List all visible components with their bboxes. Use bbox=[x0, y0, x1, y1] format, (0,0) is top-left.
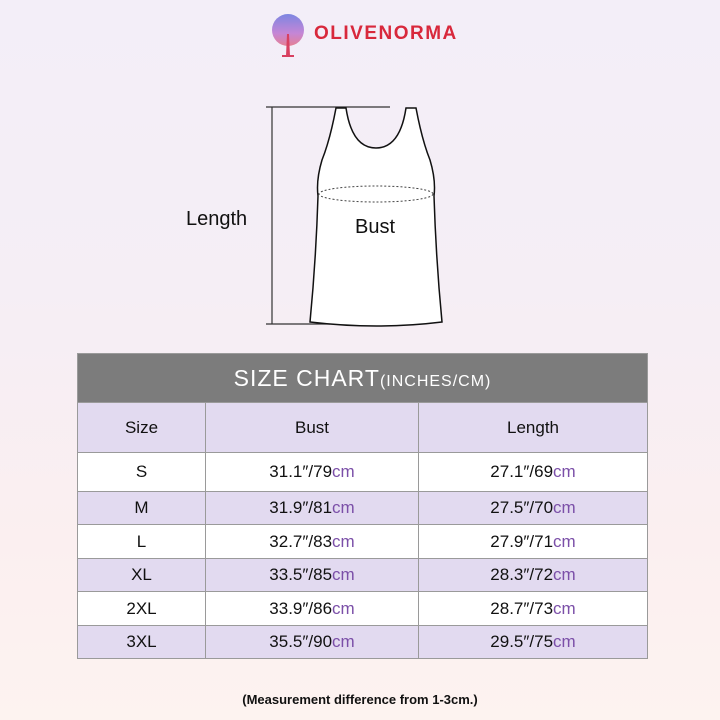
length-cell: 28.7″/73cm bbox=[418, 591, 648, 626]
bust-cell: 33.5″/85cm bbox=[205, 558, 419, 592]
table-row: L 32.7″/83cm 27.9″/71cm bbox=[77, 524, 648, 559]
size-cell: XL bbox=[77, 558, 206, 592]
size-chart-title: SIZE CHART(INCHES/CM) bbox=[77, 353, 648, 403]
brand-logo: OLIVENORMA bbox=[268, 10, 458, 58]
length-cell: 27.1″/69cm bbox=[418, 452, 648, 492]
header-bust: Bust bbox=[205, 402, 419, 453]
table-row: XL 33.5″/85cm 28.3″/72cm bbox=[77, 558, 648, 592]
size-cell: S bbox=[77, 452, 206, 492]
table-row: S 31.1″/79cm 27.1″/69cm bbox=[77, 452, 648, 492]
table-row: M 31.9″/81cm 27.5″/70cm bbox=[77, 491, 648, 525]
brand-name: OLIVENORMA bbox=[314, 23, 458, 44]
bust-cell: 31.1″/79cm bbox=[205, 452, 419, 492]
size-chart-table: SIZE CHART(INCHES/CM) Size Bust Length S 3… bbox=[77, 353, 648, 659]
size-cell: 2XL bbox=[77, 591, 206, 626]
measurement-note: (Measurement difference from 1-3cm.) bbox=[242, 692, 478, 707]
length-measure-line bbox=[266, 106, 390, 325]
length-cell: 28.3″/72cm bbox=[418, 558, 648, 592]
length-cell: 27.9″/71cm bbox=[418, 524, 648, 559]
bust-cell: 31.9″/81cm bbox=[205, 491, 419, 525]
size-cell: M bbox=[77, 491, 206, 525]
size-cell: L bbox=[77, 524, 206, 559]
bust-cell: 33.9″/86cm bbox=[205, 591, 419, 626]
bust-measure-line bbox=[318, 185, 434, 203]
table-row: 3XL 35.5″/90cm 29.5″/75cm bbox=[77, 625, 648, 659]
length-label: Length bbox=[186, 208, 248, 230]
tree-logo-icon bbox=[272, 14, 304, 57]
header-size: Size bbox=[77, 402, 206, 453]
header-length: Length bbox=[418, 402, 648, 453]
bust-cell: 35.5″/90cm bbox=[205, 625, 419, 659]
length-cell: 27.5″/70cm bbox=[418, 491, 648, 525]
size-cell: 3XL bbox=[77, 625, 206, 659]
bust-label: Bust bbox=[355, 216, 396, 238]
tank-top-outline bbox=[309, 107, 443, 327]
tank-top-diagram bbox=[266, 106, 443, 327]
length-cell: 29.5″/75cm bbox=[418, 625, 648, 659]
table-row: 2XL 33.9″/86cm 28.7″/73cm bbox=[77, 591, 648, 626]
bust-cell: 32.7″/83cm bbox=[205, 524, 419, 559]
